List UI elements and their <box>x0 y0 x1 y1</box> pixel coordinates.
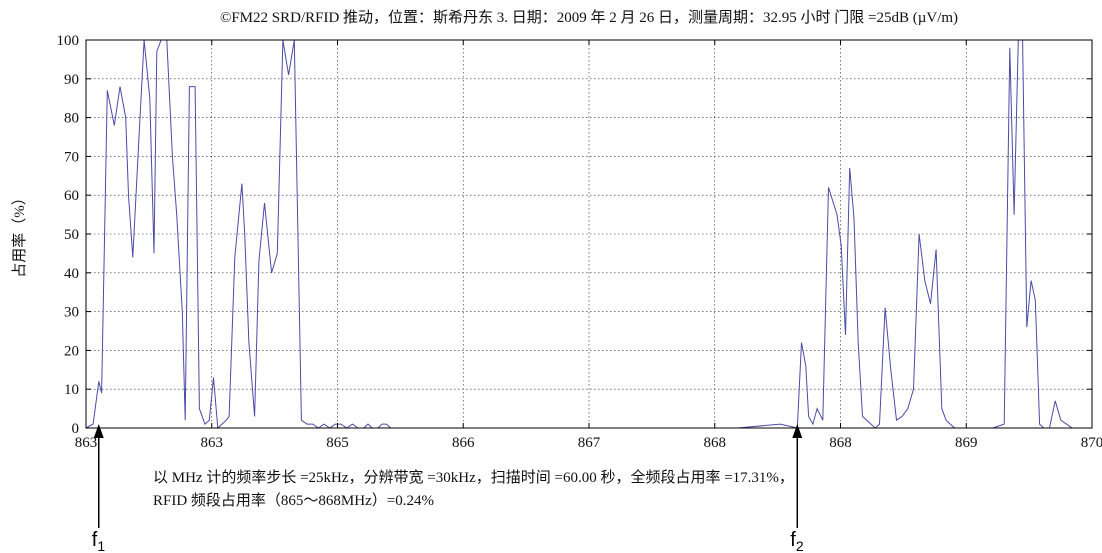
marker-label-subscript: 2 <box>796 538 804 553</box>
x-tick-label: 865 <box>326 435 349 451</box>
x-tick-label: 868 <box>704 435 727 451</box>
y-axis-label: 占用率（%） <box>11 190 28 278</box>
caption-line-1: 以 MHz 计的频率步长 =25kHz，分辨带宽 =30kHz，扫描时间 =60… <box>153 470 794 486</box>
chart-title: ©FM22 SRD/RFID 推动，位置：斯希丹东 3. 日期：2009 年 2… <box>220 9 958 26</box>
x-tick-label: 870 <box>1081 435 1102 451</box>
y-tick-label: 0 <box>72 421 80 437</box>
y-tick-label: 60 <box>64 188 79 204</box>
x-tick-label: 863 <box>201 435 224 451</box>
x-axis-ticks: 863 863 865 866 867 868 868 869 870 <box>75 40 1102 451</box>
y-tick-label: 70 <box>64 149 79 165</box>
x-tick-label: 869 <box>955 435 978 451</box>
y-tick-label: 80 <box>64 111 79 127</box>
x-tick-label: 866 <box>452 435 475 451</box>
grid-lines <box>86 40 1092 428</box>
y-tick-label: 20 <box>64 343 79 359</box>
x-tick-label: 868 <box>829 435 852 451</box>
x-tick-label: 863 <box>75 435 98 451</box>
marker-arrow-head <box>93 424 104 438</box>
marker-label-subscript: 1 <box>97 538 105 553</box>
y-tick-label: 30 <box>64 305 79 321</box>
y-tick-label: 40 <box>64 266 79 282</box>
y-tick-label: 10 <box>64 382 79 398</box>
y-axis-ticks: 0 10 20 30 40 50 60 70 80 90 100 <box>57 33 1092 437</box>
x-tick-label: 867 <box>578 435 601 451</box>
y-tick-label: 50 <box>64 227 79 243</box>
y-tick-label: 90 <box>64 72 79 88</box>
caption-line-2: RFID 频段占用率（865～868MHz）=0.24% <box>153 493 434 509</box>
marker-label: f1 <box>92 529 106 553</box>
marker-arrow-head <box>792 424 803 438</box>
marker-label: f2 <box>790 529 804 553</box>
y-tick-label: 100 <box>57 33 80 49</box>
